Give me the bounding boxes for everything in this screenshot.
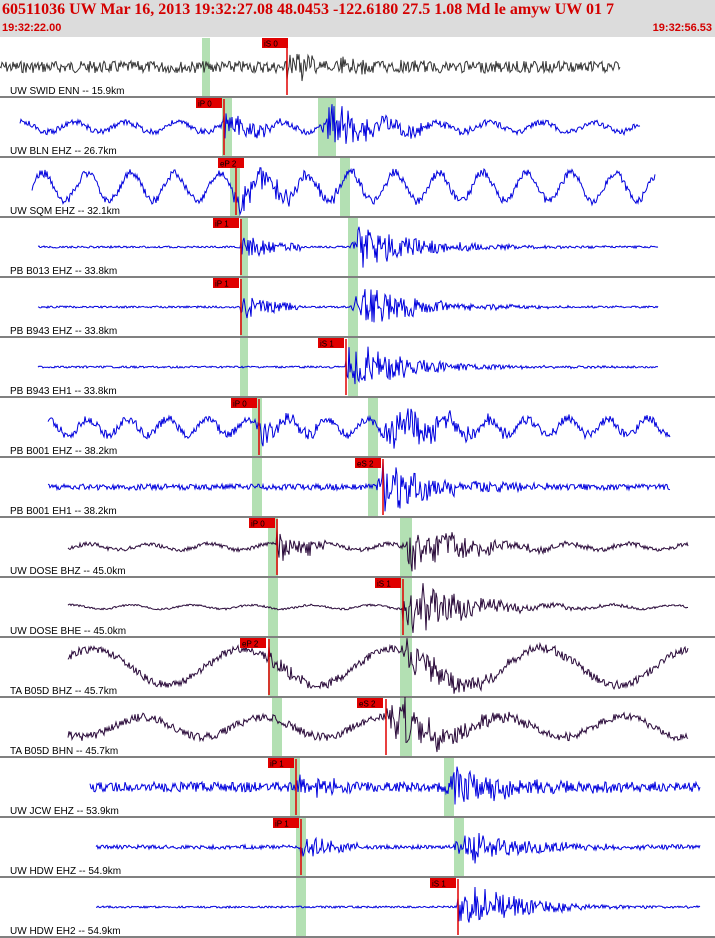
phase-window — [368, 458, 378, 516]
waveform — [67, 528, 689, 572]
pick-label: iP 0 — [251, 520, 265, 529]
phase-window — [340, 158, 350, 216]
station-label: TA B05D BHN -- 45.7km — [10, 746, 118, 757]
phase-window — [290, 758, 300, 816]
trace-row[interactable]: iP 1 UW JCW EHZ -- 53.9km — [0, 758, 715, 818]
pick-label-box[interactable] — [430, 878, 456, 888]
pick-label: iS 1 — [432, 880, 446, 889]
phase-window — [272, 698, 282, 756]
phase-window — [400, 578, 412, 636]
phase-window — [240, 218, 248, 276]
phase-window — [348, 278, 358, 336]
waveform — [47, 408, 671, 449]
trace-row[interactable]: eP 2 TA B05D BHZ -- 45.7km — [0, 638, 715, 698]
phase-window — [348, 338, 358, 396]
station-label: UW JCW EHZ -- 53.9km — [10, 806, 119, 817]
pick-label: eS 2 — [357, 460, 374, 469]
pick-label: eP 2 — [220, 160, 237, 169]
header-bar: 60511036 UW Mar 16, 2013 19:32:27.08 48.… — [0, 0, 715, 37]
trace-row[interactable]: iS 1 UW HDW EH2 -- 54.9km — [0, 878, 715, 938]
pick-label-box[interactable] — [375, 578, 401, 588]
start-time: 19:32:22.00 — [2, 22, 62, 34]
pick-label: iS 0 — [264, 40, 278, 49]
phase-window — [230, 158, 240, 216]
pick-label: iP 1 — [215, 220, 229, 229]
pick-label: iS 1 — [377, 580, 391, 589]
station-label: PB B013 EHZ -- 33.8km — [10, 266, 117, 277]
station-label: PB B943 EHZ -- 33.8km — [10, 326, 117, 337]
trace-row[interactable]: iP 1 PB B943 EHZ -- 33.8km — [0, 278, 715, 338]
pick-label-box[interactable] — [318, 338, 344, 348]
station-label: UW DOSE BHE -- 45.0km — [10, 626, 126, 637]
phase-window — [268, 578, 278, 636]
phase-window — [222, 98, 232, 156]
station-label: UW DOSE BHZ -- 45.0km — [10, 566, 126, 577]
station-label: PB B001 EHZ -- 38.2km — [10, 446, 117, 457]
waveform — [37, 346, 659, 385]
pick-label-box[interactable] — [213, 218, 239, 228]
waveform — [0, 53, 621, 82]
trace-row[interactable]: iP 0 UW BLN EHZ -- 26.7km — [0, 98, 715, 158]
waveform — [67, 638, 689, 694]
trace-row[interactable]: eP 2 UW SQM EHZ -- 32.1km — [0, 158, 715, 218]
phase-window — [268, 518, 278, 576]
pick-label: iP 1 — [215, 280, 229, 289]
pick-label-box[interactable] — [357, 698, 383, 708]
pick-label-box[interactable] — [355, 458, 381, 468]
event-title: 60511036 UW Mar 16, 2013 19:32:27.08 48.… — [2, 1, 614, 18]
trace-row[interactable]: iS 1 UW DOSE BHE -- 45.0km — [0, 578, 715, 638]
station-label: UW HDW EH2 -- 54.9km — [10, 926, 121, 937]
station-label: PB B943 EH1 -- 33.8km — [10, 386, 117, 397]
pick-label-box[interactable] — [249, 518, 275, 528]
trace-row[interactable]: eS 2 PB B001 EH1 -- 38.2km — [0, 458, 715, 518]
pick-label-box[interactable] — [196, 98, 222, 108]
trace-row[interactable]: eS 2 TA B05D BHN -- 45.7km — [0, 697, 715, 758]
trace-row[interactable]: iP 1 PB B013 EHZ -- 33.8km — [0, 218, 715, 278]
waveform — [95, 832, 701, 864]
waveform — [96, 886, 701, 923]
phase-window — [202, 38, 210, 96]
pick-label: eP 2 — [242, 640, 259, 649]
station-label: TA B05D BHZ -- 45.7km — [10, 686, 117, 697]
pick-label: iP 1 — [275, 820, 289, 829]
pick-label: iP 1 — [270, 760, 284, 769]
waveform — [67, 583, 689, 633]
trace-row[interactable]: iS 1 PB B943 EH1 -- 33.8km — [0, 338, 715, 398]
trace-row[interactable]: iP 0 UW DOSE BHZ -- 45.0km — [0, 518, 715, 578]
pick-label-box[interactable] — [231, 398, 257, 408]
waveform — [89, 766, 701, 805]
pick-label: iP 0 — [233, 400, 247, 409]
pick-label-box[interactable] — [268, 758, 294, 768]
station-label: UW SQM EHZ -- 32.1km — [10, 206, 120, 217]
pick-label-box[interactable] — [240, 638, 266, 648]
pick-label: eS 2 — [359, 700, 376, 709]
station-label: UW HDW EHZ -- 54.9km — [10, 866, 121, 877]
trace-row[interactable]: iS 0 UW SWID ENN -- 15.9km — [0, 38, 715, 98]
trace-row[interactable]: iP 0 PB B001 EHZ -- 38.2km — [0, 398, 715, 458]
waveform — [67, 697, 689, 753]
pick-label-box[interactable] — [273, 818, 299, 828]
station-label: UW SWID ENN -- 15.9km — [10, 86, 124, 97]
phase-window — [454, 818, 464, 876]
waveform — [19, 104, 641, 144]
end-time: 19:32:56.53 — [652, 22, 712, 34]
phase-window — [240, 278, 248, 336]
pick-label-box[interactable] — [218, 158, 244, 168]
station-label: PB B001 EH1 -- 38.2km — [10, 506, 117, 517]
phase-window — [348, 218, 358, 276]
waveform — [47, 460, 671, 512]
waveform — [37, 226, 659, 268]
pick-label-box[interactable] — [262, 38, 288, 48]
pick-label: iS 1 — [320, 340, 334, 349]
waveform — [31, 167, 656, 217]
waveform — [37, 289, 659, 323]
phase-window — [368, 398, 378, 456]
station-label: UW BLN EHZ -- 26.7km — [10, 146, 117, 157]
pick-label: iP 0 — [198, 100, 212, 109]
pick-label-box[interactable] — [213, 278, 239, 288]
trace-row[interactable]: iP 1 UW HDW EHZ -- 54.9km — [0, 818, 715, 878]
